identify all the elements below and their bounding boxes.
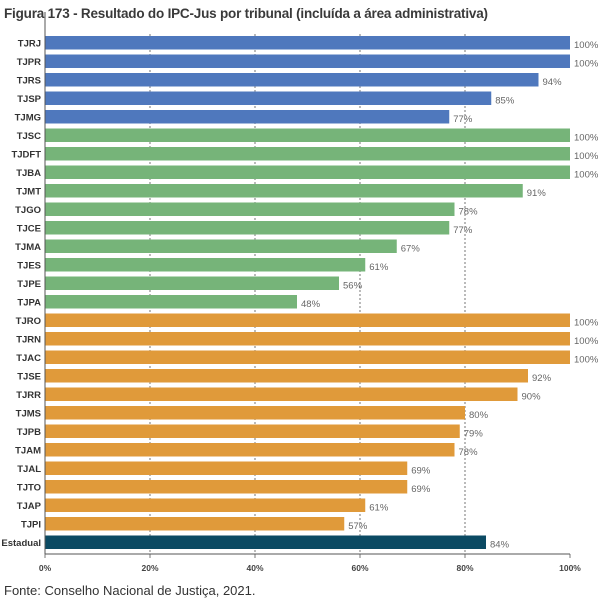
data-label: 94% (543, 77, 563, 88)
bar-tjro (45, 313, 570, 327)
bar-tjpa (45, 295, 297, 309)
bar-tjes (45, 258, 366, 272)
data-label: 79% (464, 428, 484, 439)
bar-tjrn (45, 332, 570, 346)
category-label: TJPA (17, 297, 41, 308)
data-label: 84% (490, 539, 510, 550)
data-label: 91% (527, 188, 547, 199)
category-label: TJRS (17, 75, 41, 86)
x-tick-label: 80% (456, 563, 473, 573)
category-label: TJSP (17, 94, 41, 105)
x-tick-label: 20% (141, 563, 158, 573)
category-label: TJTO (17, 482, 41, 493)
x-tick-label: 60% (351, 563, 368, 573)
data-label: 69% (411, 484, 431, 495)
bar-tjpr (45, 54, 570, 68)
data-label: 100% (574, 58, 599, 69)
bar-tjba (45, 165, 570, 179)
category-label: TJBA (16, 168, 41, 179)
data-label: 100% (574, 151, 599, 162)
category-label: TJES (17, 260, 41, 271)
bar-tjma (45, 239, 397, 253)
bar-tjpi (45, 517, 345, 531)
category-label: TJAP (17, 501, 42, 512)
bar-tjam (45, 443, 455, 457)
data-label: 100% (574, 169, 599, 180)
category-label: TJGO (15, 205, 41, 216)
bar-tjal (45, 461, 408, 475)
category-label: TJPR (17, 57, 41, 68)
category-label: TJMT (16, 186, 41, 197)
bar-tjpe (45, 276, 339, 290)
bar-tjpb (45, 424, 460, 438)
source-note: Fonte: Conselho Nacional de Justiça, 202… (4, 583, 256, 598)
bar-tjto (45, 480, 408, 494)
category-label: TJDFT (11, 149, 41, 160)
category-label: TJMA (15, 242, 41, 253)
category-label: TJPI (21, 519, 41, 530)
bar-tjac (45, 350, 570, 364)
x-tick-label: 40% (246, 563, 263, 573)
category-label: TJRJ (18, 38, 41, 49)
bar-tjrs (45, 73, 539, 87)
bar-tjap (45, 498, 366, 512)
data-label: 92% (532, 373, 552, 384)
data-label: 78% (459, 206, 479, 217)
category-label: TJPE (17, 279, 41, 290)
category-label: TJPB (17, 427, 41, 438)
data-label: 48% (301, 299, 321, 310)
x-tick-label: 0% (39, 563, 52, 573)
data-label: 80% (469, 410, 489, 421)
data-label: 78% (459, 447, 479, 458)
category-label: TJAM (15, 445, 41, 456)
data-label: 100% (574, 40, 599, 51)
category-label: TJMG (15, 112, 41, 123)
x-tick-label: 100% (559, 563, 581, 573)
bar-tjmg (45, 110, 450, 124)
bar-tjmt (45, 184, 523, 198)
data-label: 77% (453, 114, 473, 125)
category-label: TJRR (16, 390, 41, 401)
data-label: 77% (453, 225, 473, 236)
bar-tjsc (45, 128, 570, 142)
data-label: 61% (369, 502, 389, 513)
category-label: TJRN (16, 334, 41, 345)
data-label: 67% (401, 243, 421, 254)
data-label: 100% (574, 317, 599, 328)
data-label: 100% (574, 354, 599, 365)
category-label: Estadual (1, 538, 41, 549)
bar-tjrr (45, 387, 518, 401)
bar-tjsp (45, 91, 492, 105)
category-label: TJAC (16, 353, 41, 364)
category-label: TJMS (16, 408, 41, 419)
category-label: TJSE (17, 371, 41, 382)
data-label: 61% (369, 262, 389, 273)
bar-tjse (45, 369, 528, 383)
data-label: 57% (348, 521, 368, 532)
data-label: 69% (411, 465, 431, 476)
chart-title: Figura 173 - Resultado do IPC-Jus por tr… (4, 6, 488, 21)
category-label: TJSC (17, 131, 41, 142)
bar-tjms (45, 406, 465, 420)
bar-tjgo (45, 202, 455, 216)
data-label: 100% (574, 132, 599, 143)
category-label: TJCE (17, 223, 41, 234)
category-label: TJRO (16, 316, 41, 327)
data-label: 85% (495, 95, 515, 106)
bar-tjrj (45, 36, 570, 50)
data-label: 56% (343, 280, 363, 291)
bar-estadual (45, 535, 486, 549)
category-label: TJAL (17, 464, 41, 475)
bar-tjce (45, 221, 450, 235)
data-label: 90% (522, 391, 542, 402)
bar-tjdft (45, 147, 570, 161)
data-label: 100% (574, 336, 599, 347)
